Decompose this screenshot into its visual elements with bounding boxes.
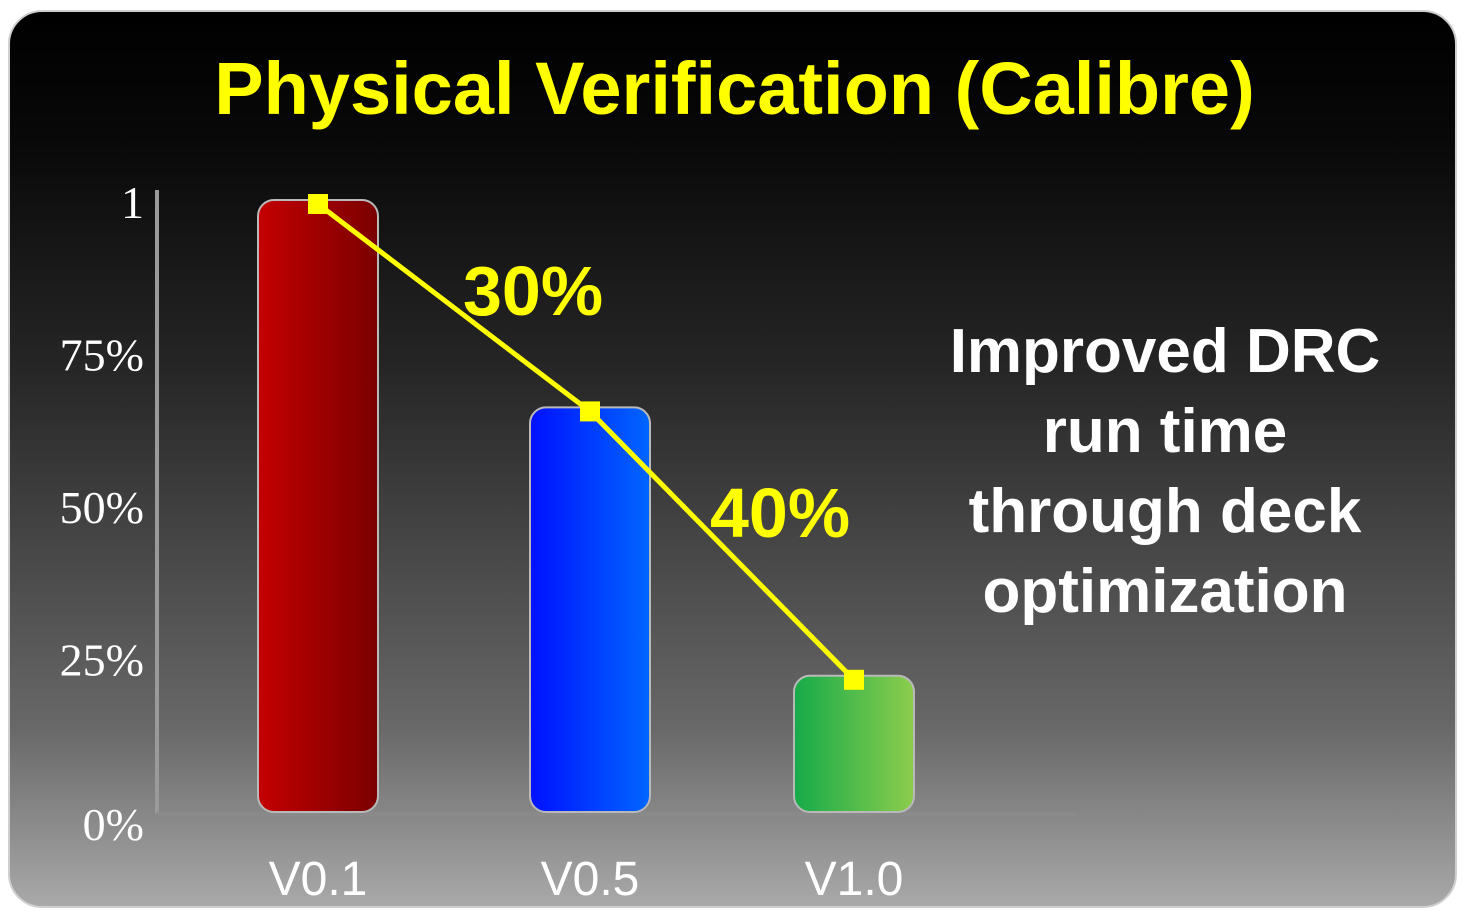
x-tick-label: V1.0 <box>805 853 904 906</box>
y-tick-label: 0% <box>83 799 144 850</box>
improvement-note: Improved DRC run time through deck optim… <box>890 312 1440 632</box>
trend-marker <box>308 194 328 214</box>
bar-chart: 0% 25% 50% 75% 1 V0.1 V0.5 V1.0 30% 40% <box>60 177 1075 906</box>
y-tick-label: 1 <box>121 177 144 228</box>
chart-title: Physical Verification (Calibre) <box>214 47 1255 130</box>
note-line: optimization <box>982 557 1348 626</box>
y-tick-label: 75% <box>60 330 144 381</box>
reduction-annotation: 30% <box>463 252 603 330</box>
note-line: run time <box>1042 397 1288 466</box>
trend-marker <box>844 669 864 690</box>
bar <box>257 199 379 813</box>
note-line: through deck <box>968 477 1362 546</box>
x-tick-label: V0.5 <box>541 853 640 906</box>
reduction-annotation: 40% <box>710 474 850 552</box>
x-tick-label: V0.1 <box>269 853 368 906</box>
chart-slide: Physical Verification (Calibre) 0% 25% 50%… <box>8 10 1457 908</box>
y-tick-label: 50% <box>60 482 144 533</box>
note-line: Improved DRC <box>949 317 1381 386</box>
trend-marker <box>580 401 600 422</box>
bar <box>793 674 915 813</box>
bar <box>529 406 651 813</box>
y-tick-label: 25% <box>60 635 144 686</box>
